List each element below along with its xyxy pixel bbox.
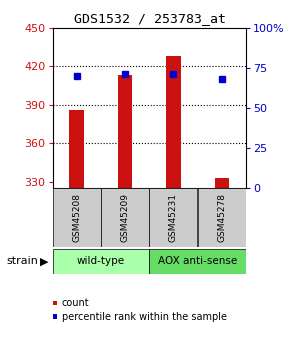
Text: ▶: ▶ — [40, 256, 49, 266]
Text: GSM45231: GSM45231 — [169, 193, 178, 242]
Text: percentile rank within the sample: percentile rank within the sample — [62, 312, 227, 322]
Bar — [214, 178, 229, 188]
Text: strain: strain — [6, 256, 38, 266]
Text: AOX anti-sense: AOX anti-sense — [158, 256, 237, 266]
Text: count: count — [62, 298, 89, 308]
Text: GSM45209: GSM45209 — [121, 193, 130, 242]
Text: wild-type: wild-type — [77, 256, 125, 266]
Bar — [149, 188, 197, 247]
Bar — [166, 56, 181, 188]
Bar — [101, 188, 149, 247]
Text: GSM45278: GSM45278 — [217, 193, 226, 242]
Text: GDS1532 / 253783_at: GDS1532 / 253783_at — [74, 12, 226, 25]
Bar — [198, 188, 246, 247]
Bar — [53, 188, 100, 247]
Bar — [53, 249, 149, 274]
Bar — [118, 75, 132, 188]
Bar — [69, 110, 84, 188]
Bar — [149, 249, 246, 274]
Text: GSM45208: GSM45208 — [72, 193, 81, 242]
